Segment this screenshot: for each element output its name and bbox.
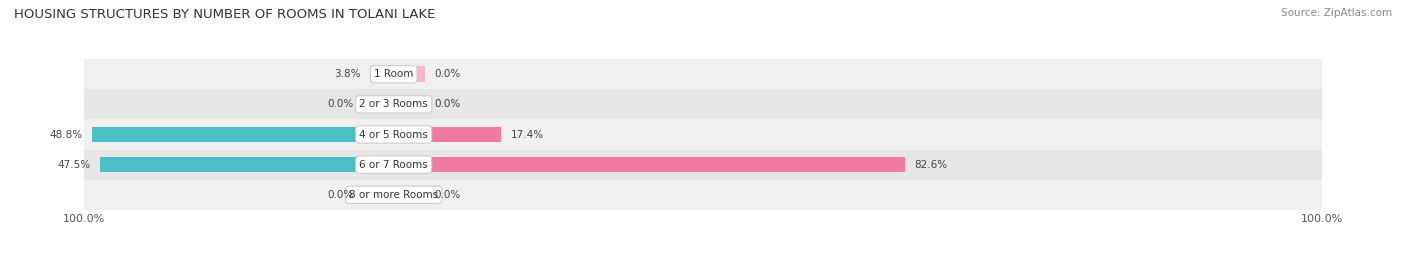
- Text: 0.0%: 0.0%: [434, 190, 460, 200]
- Text: 82.6%: 82.6%: [914, 160, 948, 170]
- Bar: [84, 119, 1322, 150]
- Text: 1 Room: 1 Room: [374, 69, 413, 79]
- Bar: [394, 187, 425, 203]
- Bar: [394, 66, 425, 82]
- Bar: [91, 127, 394, 142]
- Text: 48.8%: 48.8%: [49, 129, 83, 140]
- Text: 47.5%: 47.5%: [58, 160, 90, 170]
- Text: 2 or 3 Rooms: 2 or 3 Rooms: [360, 99, 427, 109]
- Bar: [84, 59, 1322, 89]
- Bar: [84, 150, 1322, 180]
- Text: 0.0%: 0.0%: [434, 69, 460, 79]
- Text: 0.0%: 0.0%: [328, 99, 353, 109]
- Text: 4 or 5 Rooms: 4 or 5 Rooms: [360, 129, 427, 140]
- Bar: [370, 66, 394, 82]
- Text: 0.0%: 0.0%: [434, 99, 460, 109]
- Text: 0.0%: 0.0%: [328, 190, 353, 200]
- Bar: [394, 127, 502, 142]
- Text: Source: ZipAtlas.com: Source: ZipAtlas.com: [1281, 8, 1392, 18]
- Text: 6 or 7 Rooms: 6 or 7 Rooms: [360, 160, 427, 170]
- Bar: [84, 180, 1322, 210]
- Bar: [394, 97, 425, 112]
- Text: 8 or more Rooms: 8 or more Rooms: [349, 190, 439, 200]
- Bar: [363, 97, 394, 112]
- Bar: [100, 157, 394, 172]
- Text: HOUSING STRUCTURES BY NUMBER OF ROOMS IN TOLANI LAKE: HOUSING STRUCTURES BY NUMBER OF ROOMS IN…: [14, 8, 436, 21]
- Bar: [84, 89, 1322, 119]
- Text: 3.8%: 3.8%: [335, 69, 361, 79]
- Bar: [363, 187, 394, 203]
- Bar: [394, 157, 904, 172]
- Text: 17.4%: 17.4%: [510, 129, 544, 140]
